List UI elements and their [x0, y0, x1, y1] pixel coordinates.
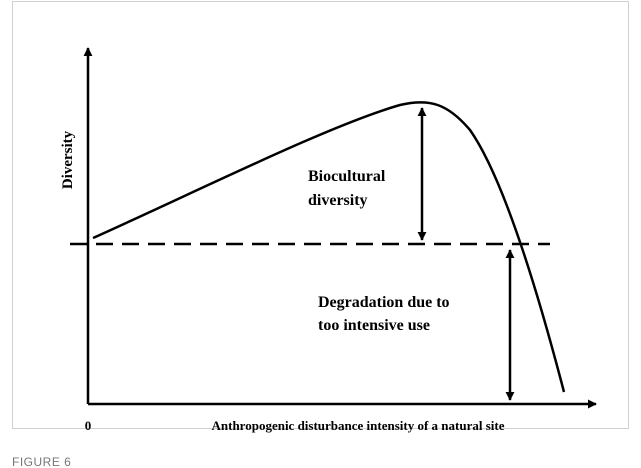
x-axis-label: Anthropogenic disturbance intensity of a… [212, 418, 505, 433]
frame [12, 1, 629, 429]
annotation-line: Biocultural [308, 168, 386, 185]
annotation-line: diversity [308, 192, 368, 209]
caption: FIGURE 6 [12, 455, 71, 468]
annotation-line: Degradation due to [318, 294, 450, 311]
y-axis-label: Diversity [60, 130, 76, 189]
diversity-curve [92, 101, 566, 393]
annotation-line: too intensive use [318, 317, 430, 334]
origin-label: 0 [85, 418, 92, 433]
